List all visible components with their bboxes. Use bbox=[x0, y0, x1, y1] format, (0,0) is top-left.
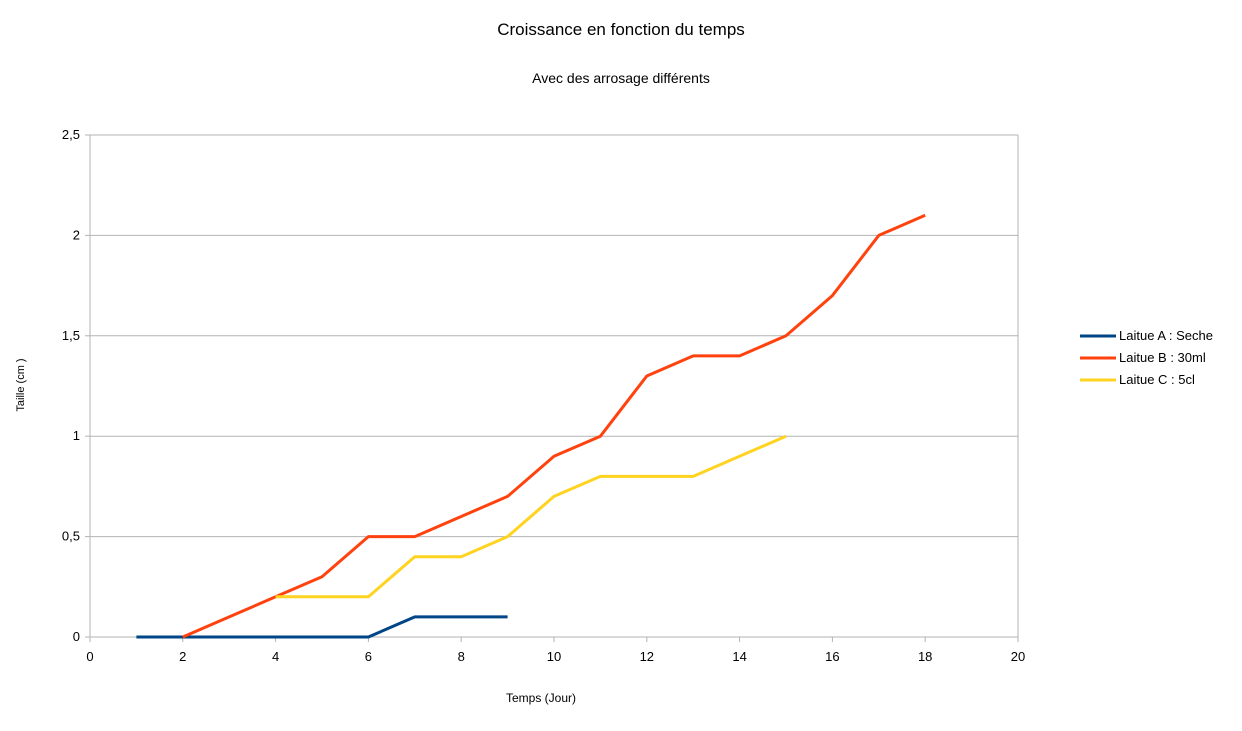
x-tick-label: 2 bbox=[179, 649, 186, 664]
x-tick-label: 18 bbox=[918, 649, 932, 664]
series-line-3 bbox=[275, 434, 787, 599]
y-tick-label: 2,5 bbox=[62, 127, 80, 142]
legend: Laitue A : Seche Laitue B : 30ml Laitue C … bbox=[1080, 328, 1213, 387]
legend-label-1: Laitue A : Seche bbox=[1119, 328, 1213, 343]
x-tick-label: 4 bbox=[272, 649, 279, 664]
y-tick-label: 1,5 bbox=[62, 328, 80, 343]
chart-title: Croissance en fonction du temps bbox=[497, 20, 745, 39]
x-tick-label: 16 bbox=[825, 649, 839, 664]
y-tick-label: 0,5 bbox=[62, 529, 80, 544]
series-line-2 bbox=[182, 213, 926, 639]
x-tick-label: 8 bbox=[458, 649, 465, 664]
x-tick-label: 0 bbox=[86, 649, 93, 664]
legend-label-3: Laitue C : 5cl bbox=[1119, 372, 1195, 387]
x-axis-label: Temps (Jour) bbox=[506, 691, 576, 705]
chart-subtitle: Avec des arrosage différents bbox=[532, 70, 710, 86]
grid-lines bbox=[90, 134, 1019, 637]
tick-labels: 0 0,5 1 1,5 2 2,5 0 2 4 6 8 10 12 14 16 18 20 bbox=[62, 127, 1025, 664]
series-lines bbox=[136, 213, 926, 639]
x-tick-label: 20 bbox=[1011, 649, 1025, 664]
x-tick-label: 14 bbox=[732, 649, 746, 664]
x-tick-label: 10 bbox=[547, 649, 561, 664]
y-tick-label: 2 bbox=[73, 227, 80, 242]
legend-label-2: Laitue B : 30ml bbox=[1119, 350, 1206, 365]
axes bbox=[85, 134, 1019, 642]
series-line-1 bbox=[136, 615, 508, 639]
y-axis-label: Taille (cm ) bbox=[15, 358, 27, 411]
y-tick-label: 0 bbox=[73, 629, 80, 644]
x-tick-label: 6 bbox=[365, 649, 372, 664]
x-tick-label: 12 bbox=[640, 649, 654, 664]
y-tick-label: 1 bbox=[73, 428, 80, 443]
